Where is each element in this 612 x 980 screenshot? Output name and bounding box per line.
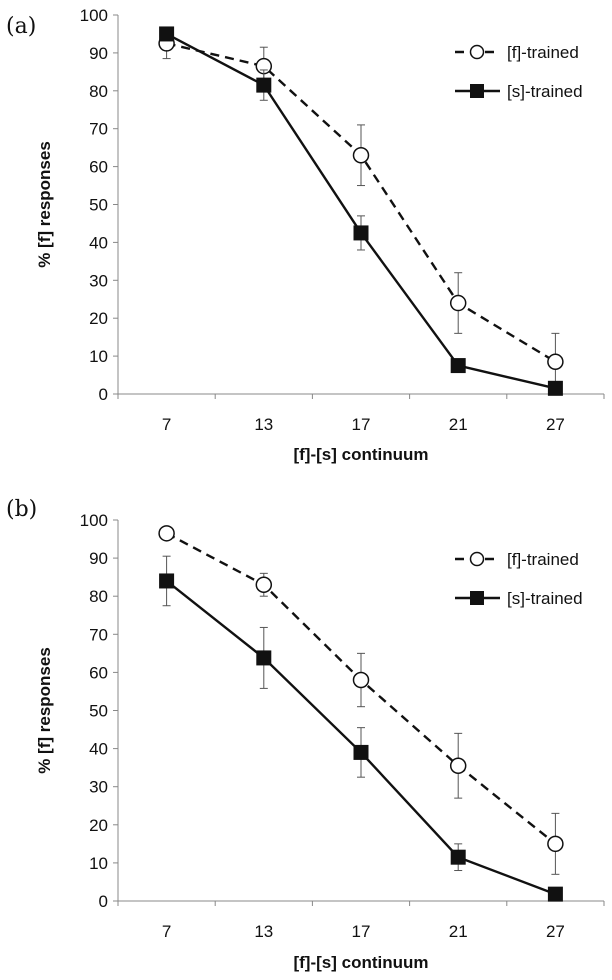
series-line (166, 32, 556, 390)
y-tick-label: 90 (89, 44, 108, 63)
y-tick-label: 100 (80, 6, 108, 25)
x-tick-label: 17 (352, 415, 371, 434)
series-s-trained (159, 26, 563, 396)
x-tick-label: 27 (546, 922, 565, 941)
x-tick-label: 7 (162, 415, 171, 434)
chart-panel-a: (a) 0 10 20 30 40 50 60 70 80 90 100 7 13 17 21 27 [f]-[s… (6, 6, 605, 464)
chart-panel-b: (b) 0 10 20 30 40 50 60 70 80 90 100 7 13 17 21 27 [f]-[s… (6, 497, 605, 972)
y-tick-label: 50 (89, 702, 108, 721)
legend-marker (470, 591, 484, 605)
x-tick-label: 7 (162, 922, 171, 941)
legend-item: [f]-trained (455, 550, 579, 569)
y-tick-label: 80 (89, 587, 108, 606)
data-point (449, 294, 467, 312)
data-point (547, 353, 564, 371)
x-axis-title: [f]-[s] continuum (293, 953, 428, 972)
series-f-trained (158, 525, 564, 875)
legend-label: [f]-trained (507, 550, 579, 569)
legend-marker (469, 44, 485, 60)
x-tick-label: 13 (254, 415, 273, 434)
y-tick-label: 20 (89, 816, 108, 835)
legend-marker (470, 84, 484, 98)
y-axis-title: % [f] responses (35, 647, 54, 774)
data-point (159, 573, 175, 589)
y-tick-label: 10 (89, 347, 108, 366)
data-point (353, 744, 369, 760)
x-tick-label: 21 (449, 922, 468, 941)
series-f-trained (158, 27, 564, 391)
legend-marker (469, 551, 485, 567)
y-tick-label: 60 (89, 663, 108, 682)
y-tick-label: 0 (99, 385, 108, 404)
y-tick-label: 30 (89, 271, 108, 290)
legend-label: [s]-trained (507, 82, 583, 101)
y-tick-label: 60 (89, 158, 108, 177)
data-point (547, 380, 563, 396)
data-point (159, 26, 175, 42)
legend-label: [s]-trained (507, 589, 583, 608)
x-tick-label: 17 (352, 922, 371, 941)
y-tick-label: 70 (89, 120, 108, 139)
data-point (255, 576, 273, 594)
data-point (547, 835, 564, 853)
y-tick-label: 30 (89, 778, 108, 797)
y-tick-label: 20 (89, 309, 108, 328)
data-point (450, 358, 466, 374)
y-tick-label: 0 (99, 892, 108, 911)
legend-item: [f]-trained (455, 43, 579, 62)
legend-label: [f]-trained (507, 43, 579, 62)
y-tick-label: 100 (80, 511, 108, 530)
data-point (352, 146, 370, 164)
y-tick-label: 50 (89, 196, 108, 215)
legend-item: [s]-trained (455, 589, 583, 608)
data-point (547, 886, 563, 902)
x-tick-label: 13 (254, 922, 273, 941)
series-s-trained (159, 555, 563, 902)
data-point (158, 525, 175, 542)
y-tick-label: 80 (89, 82, 108, 101)
data-point (352, 671, 370, 689)
y-tick-label: 70 (89, 625, 108, 644)
panel-label: (b) (6, 497, 37, 522)
y-tick-label: 40 (89, 233, 108, 252)
x-tick-label: 21 (449, 415, 468, 434)
x-axis-title: [f]-[s] continuum (293, 445, 428, 464)
data-point (256, 650, 272, 666)
y-tick-label: 40 (89, 740, 108, 759)
panel-label: (a) (6, 14, 36, 39)
y-tick-label: 10 (89, 854, 108, 873)
x-tick-label: 27 (546, 415, 565, 434)
y-axis-title: % [f] responses (35, 141, 54, 268)
data-point (450, 849, 466, 865)
data-point (256, 77, 272, 93)
legend-item: [s]-trained (455, 82, 583, 101)
data-point (353, 225, 369, 241)
data-point (449, 757, 467, 774)
y-tick-label: 90 (89, 549, 108, 568)
